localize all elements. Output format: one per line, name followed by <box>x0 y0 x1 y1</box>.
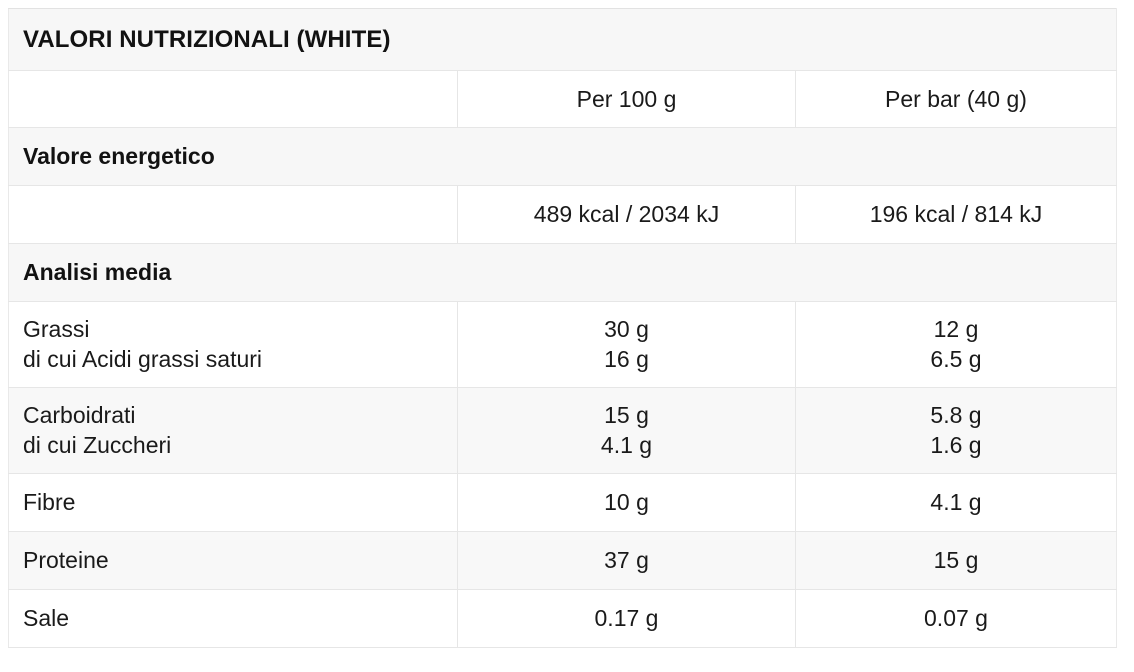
table-row-energy-values: 489 kcal / 2034 kJ 196 kcal / 814 kJ <box>8 185 1117 244</box>
row-value-grassi-per-bar: 12 g 6.5 g <box>795 301 1117 388</box>
column-header-row: Per 100 g Per bar (40 g) <box>8 70 1117 128</box>
table-row: Fibre 10 g 4.1 g <box>8 473 1117 532</box>
row-value-sub: 4.1 g <box>600 431 653 458</box>
row-value-fibre-per-bar: 4.1 g <box>795 473 1117 532</box>
row-value-sub: 6.5 g <box>930 345 982 372</box>
row-value-sub: 1.6 g <box>930 431 982 458</box>
nutrition-facts-table: VALORI NUTRIZIONALI (WHITE) Per 100 g Pe… <box>8 8 1117 648</box>
row-value-main: 30 g <box>604 315 649 342</box>
section-row-energy: Valore energetico <box>8 127 1117 186</box>
table-row: Proteine 37 g 15 g <box>8 531 1117 590</box>
row-label-main: Carboidrati <box>23 401 136 428</box>
row-label-sub: di cui Acidi grassi saturi <box>23 345 263 372</box>
row-value-grassi-per-100g: 30 g 16 g <box>457 301 796 388</box>
column-header-per-bar: Per bar (40 g) <box>795 70 1117 128</box>
section-label-analysis: Analisi media <box>8 243 1117 302</box>
table-title-row: VALORI NUTRIZIONALI (WHITE) <box>8 8 1117 71</box>
row-value-proteine-per-100g: 37 g <box>457 531 796 590</box>
row-value-main: 5.8 g <box>930 401 982 428</box>
row-value-sub: 16 g <box>604 345 649 372</box>
row-value-proteine-per-bar: 15 g <box>795 531 1117 590</box>
row-value-fibre-per-100g: 10 g <box>457 473 796 532</box>
row-value-main: 12 g <box>933 315 979 342</box>
row-value-carboidrati-per-bar: 5.8 g 1.6 g <box>795 387 1117 474</box>
row-label-main: Grassi <box>23 315 90 342</box>
row-label-energy-blank <box>8 185 458 244</box>
table-row: Carboidrati di cui Zuccheri 15 g 4.1 g 5… <box>8 387 1117 474</box>
row-label-fibre: Fibre <box>8 473 458 532</box>
row-value-sale-per-100g: 0.17 g <box>457 589 796 648</box>
row-value-sale-per-bar: 0.07 g <box>795 589 1117 648</box>
row-label-carboidrati: Carboidrati di cui Zuccheri <box>8 387 458 474</box>
row-value-energy-per-100g: 489 kcal / 2034 kJ <box>457 185 796 244</box>
section-label-energy: Valore energetico <box>8 127 1117 186</box>
row-label-grassi: Grassi di cui Acidi grassi saturi <box>8 301 458 388</box>
row-value-energy-per-bar: 196 kcal / 814 kJ <box>795 185 1117 244</box>
row-label-sale: Sale <box>8 589 458 648</box>
page-title: VALORI NUTRIZIONALI (WHITE) <box>8 8 1117 71</box>
row-label-proteine: Proteine <box>8 531 458 590</box>
table-row: Sale 0.17 g 0.07 g <box>8 589 1117 648</box>
row-value-main: 15 g <box>604 401 649 428</box>
table-row: Grassi di cui Acidi grassi saturi 30 g 1… <box>8 301 1117 388</box>
column-header-per-100g: Per 100 g <box>457 70 796 128</box>
row-value-carboidrati-per-100g: 15 g 4.1 g <box>457 387 796 474</box>
column-header-blank <box>8 70 458 128</box>
section-row-analysis: Analisi media <box>8 243 1117 302</box>
row-label-sub: di cui Zuccheri <box>23 431 172 458</box>
